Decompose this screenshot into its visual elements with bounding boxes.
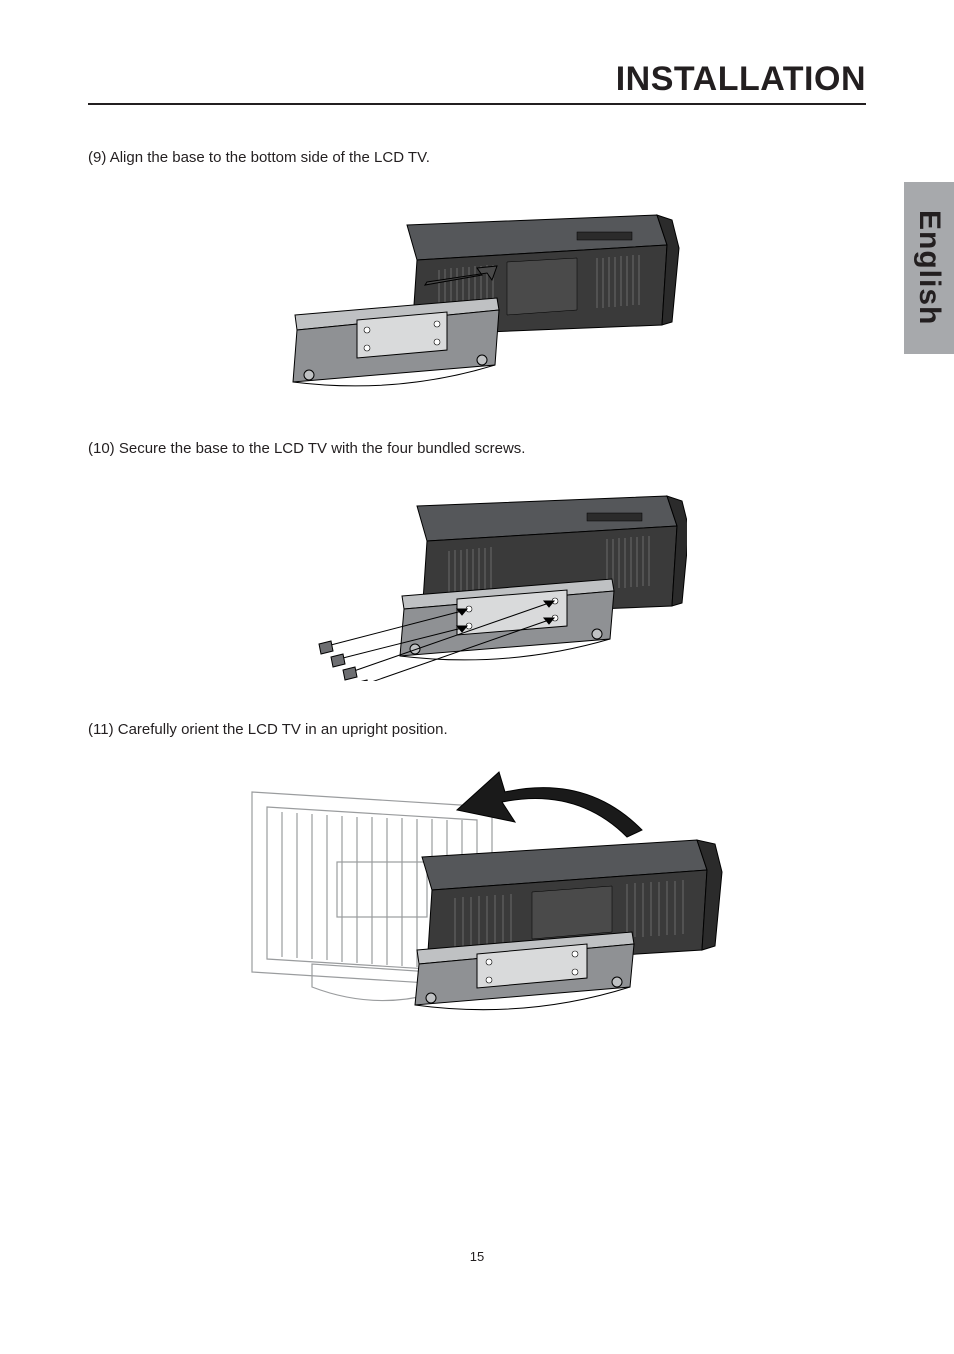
step-10-num: (10) (88, 440, 115, 457)
step-11-num: (11) (88, 721, 114, 738)
page: INSTALLATION English (9) Align the base … (0, 0, 954, 1354)
diagram-secure-base (267, 481, 687, 681)
page-header: INSTALLATION (88, 60, 866, 105)
figure-step-10 (88, 481, 866, 681)
step-9-body: Align the base to the bottom side of the… (110, 149, 430, 166)
step-9-text: (9) Align the base to the bottom side of… (88, 149, 866, 166)
diagram-align-base (267, 190, 687, 400)
page-number: 15 (0, 1249, 954, 1264)
step-10-body: Secure the base to the LCD TV with the f… (119, 440, 526, 457)
step-11-body: Carefully orient the LCD TV in an uprigh… (118, 721, 448, 738)
step-11-text: (11) Carefully orient the LCD TV in an u… (88, 721, 866, 738)
figure-step-9 (88, 190, 866, 400)
language-tab-label: English (912, 210, 946, 325)
rotate-arrow-icon (457, 772, 642, 837)
step-10-text: (10) Secure the base to the LCD TV with … (88, 440, 866, 457)
diagram-upright (217, 762, 737, 1032)
language-tab: English (904, 182, 954, 354)
figure-step-11 (88, 762, 866, 1032)
page-title: INSTALLATION (88, 60, 866, 99)
step-9-num: (9) (88, 149, 106, 166)
